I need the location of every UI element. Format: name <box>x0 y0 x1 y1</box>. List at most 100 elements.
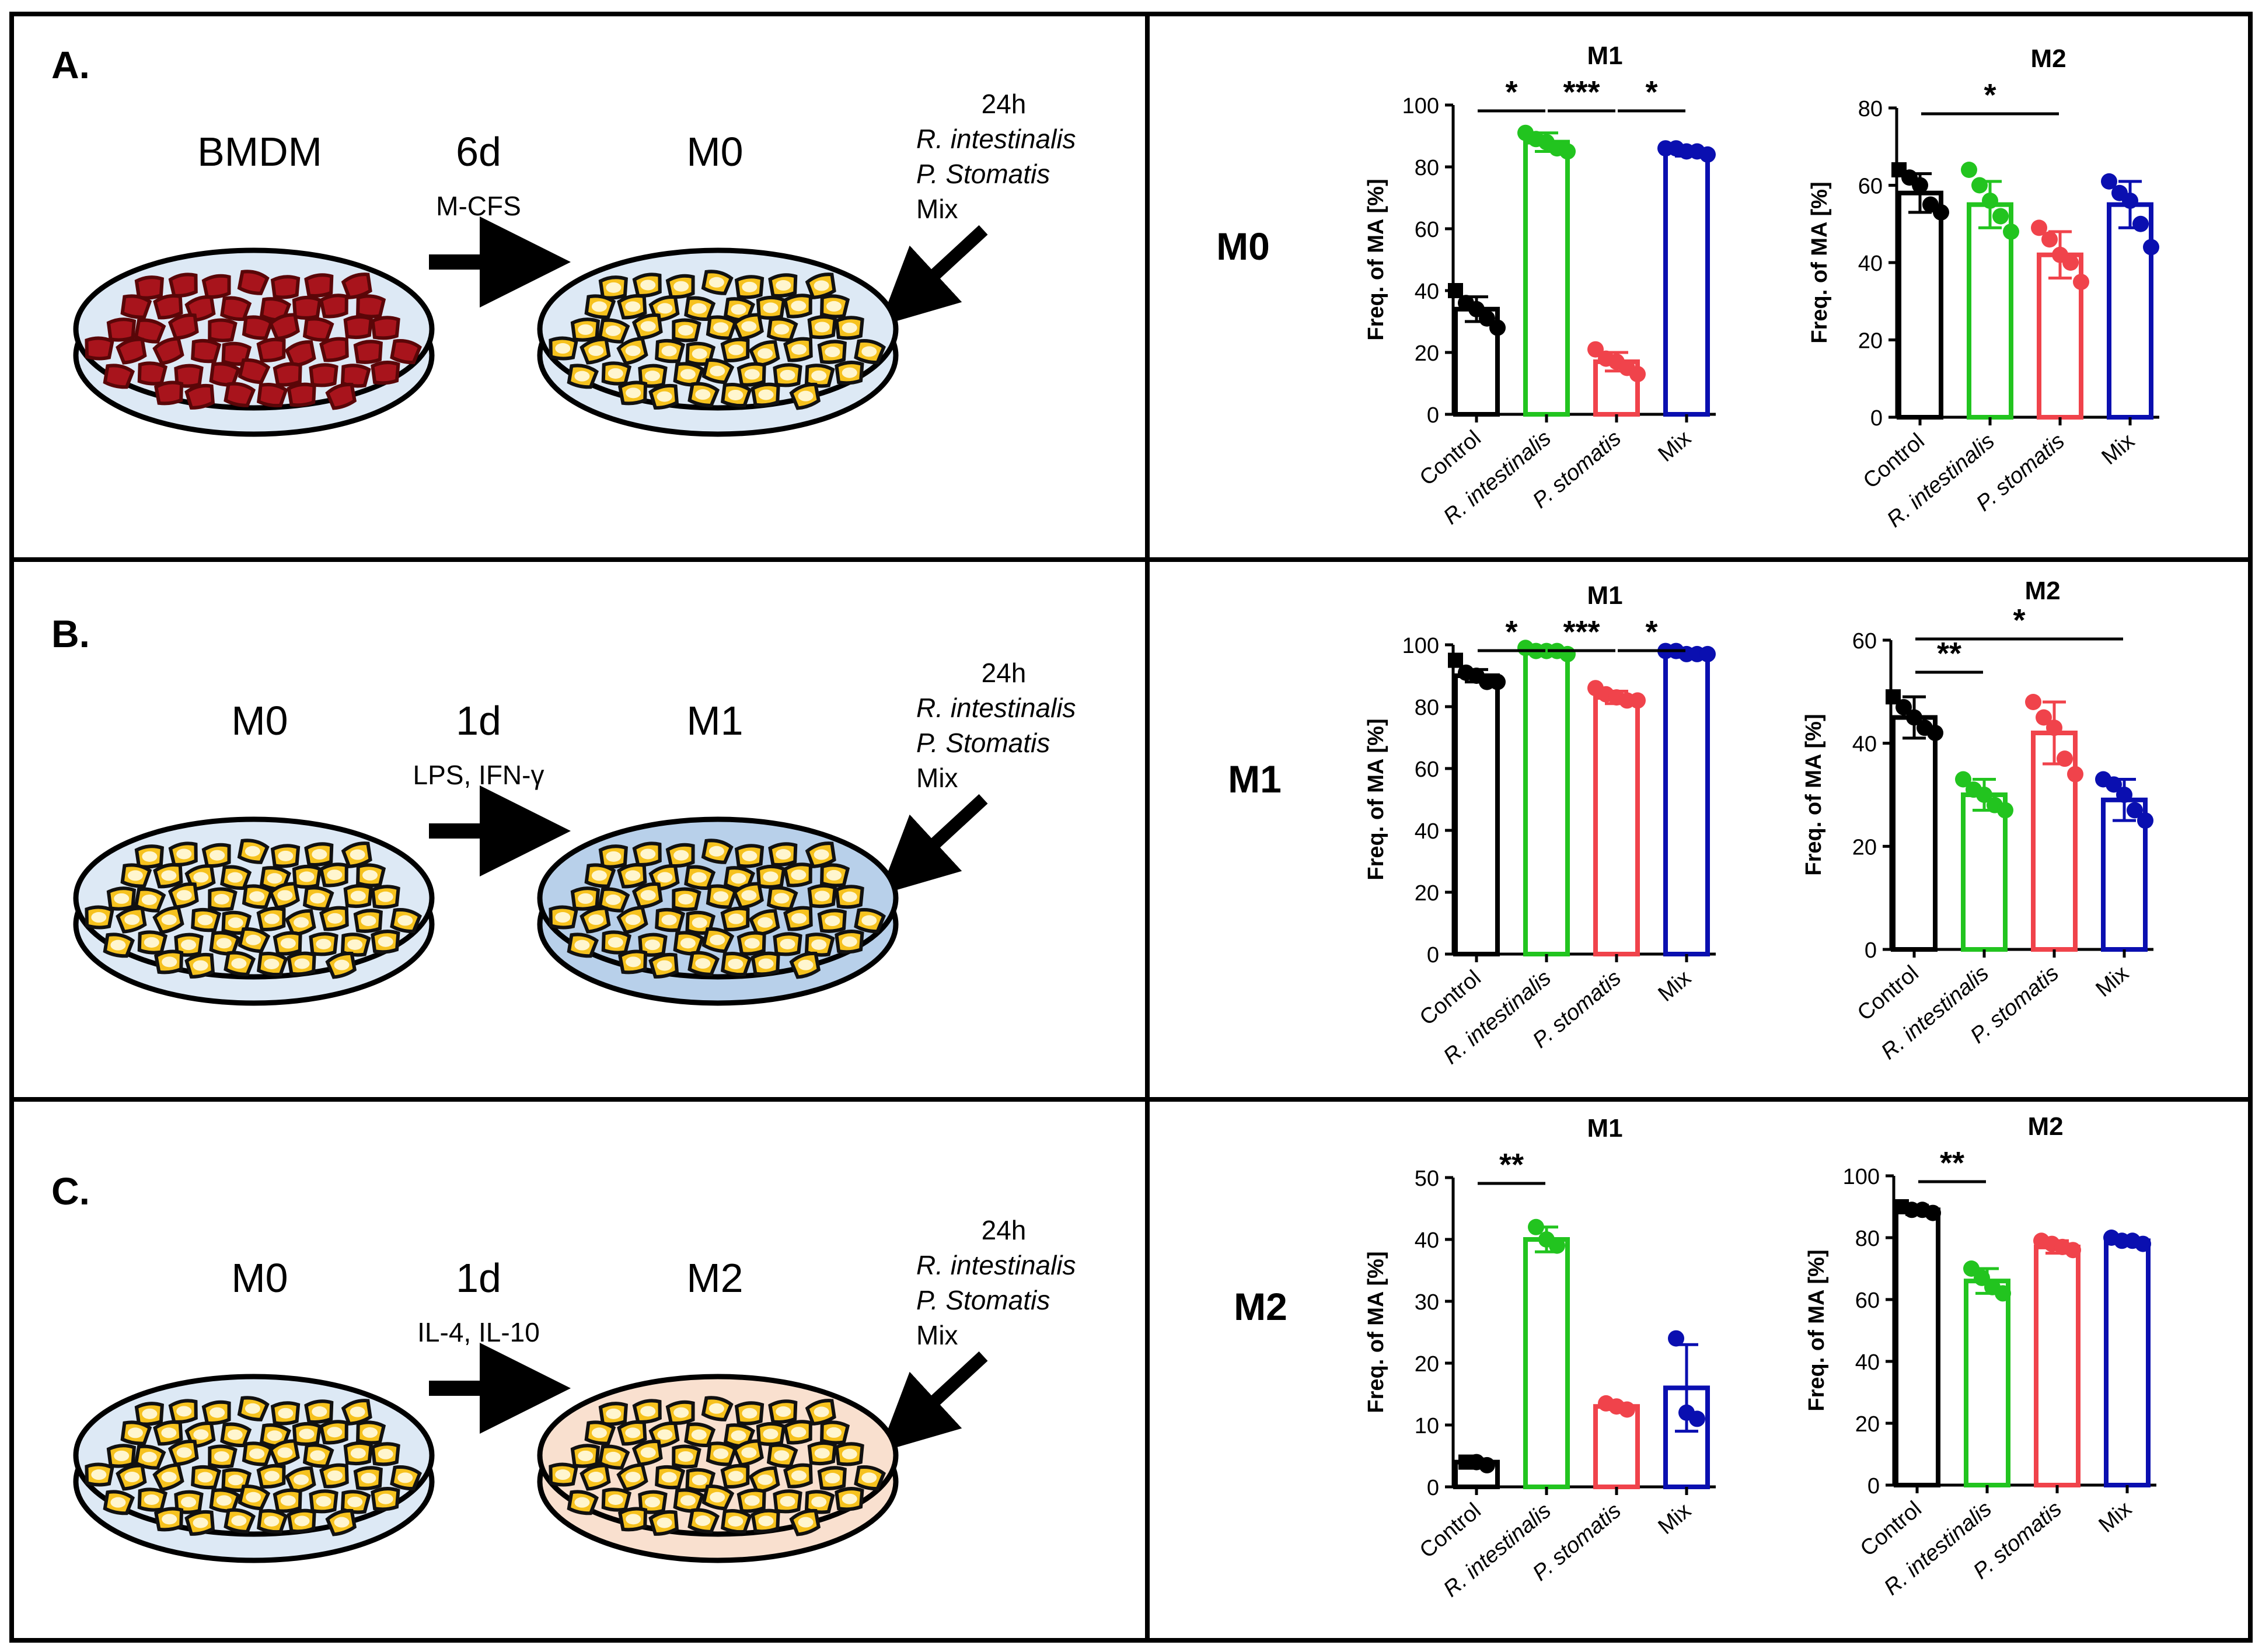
cell-nucleus <box>312 1406 327 1417</box>
chart-title: M1 <box>1587 1114 1622 1143</box>
cell-nucleus <box>267 873 282 884</box>
cell-nucleus <box>588 1472 604 1483</box>
treatment-mix: Mix <box>916 194 958 224</box>
cell-nucleus <box>691 303 707 314</box>
cell-nucleus <box>744 369 760 380</box>
cell <box>319 337 349 362</box>
cell-nucleus <box>678 1451 693 1462</box>
cell-nucleus <box>193 872 209 883</box>
cell-nucleus <box>312 849 327 860</box>
cell-nucleus <box>334 959 350 970</box>
cell-nucleus <box>216 1495 232 1506</box>
cell-nucleus <box>197 1472 213 1483</box>
y-tick-label: 100 <box>1402 94 1439 118</box>
cell-nucleus <box>758 389 774 400</box>
data-point <box>1961 162 1977 178</box>
cell-nucleus <box>731 1430 746 1441</box>
x-tick-label: Mix <box>1654 426 1696 467</box>
cell-nucleus <box>588 345 604 357</box>
data-point <box>1992 208 2009 225</box>
cell-nucleus <box>657 872 673 883</box>
cell-nucleus <box>713 891 729 902</box>
cell-nucleus <box>798 1517 814 1528</box>
cell-nucleus <box>127 870 143 881</box>
treatment-mix: Mix <box>916 1320 958 1350</box>
cell-nucleus <box>591 1427 607 1438</box>
cell-nucleus <box>798 959 814 970</box>
start-dish <box>73 816 435 1006</box>
start-population-label: BMDM <box>197 129 322 174</box>
cell-nucleus <box>825 347 840 358</box>
x-tick-label: Mix <box>1654 966 1696 1007</box>
data-point <box>2127 802 2143 819</box>
data-point <box>1995 1285 2011 1302</box>
treatment-time-label: 24h <box>982 89 1027 119</box>
cell-nucleus <box>127 1427 143 1438</box>
panel-frame <box>9 12 2253 1643</box>
cell-nucleus <box>246 934 261 945</box>
cell-nucleus <box>578 893 594 904</box>
cell-nucleus <box>742 281 758 292</box>
cell-cluster <box>549 270 886 410</box>
data-point <box>1974 1269 1990 1286</box>
y-tick-label: 60 <box>1415 757 1439 782</box>
cell-nucleus <box>728 1471 743 1482</box>
bar <box>1961 792 2008 952</box>
cell-nucleus <box>673 1407 689 1418</box>
cell-nucleus <box>578 324 594 335</box>
cell-nucleus <box>347 939 363 950</box>
y-tick-label: 60 <box>1855 1288 1880 1313</box>
cell-nucleus <box>378 1448 393 1459</box>
data-point <box>1668 1330 1684 1347</box>
start-dish <box>73 1374 435 1563</box>
cell-nucleus <box>110 1497 126 1508</box>
cell-cluster <box>549 1396 886 1536</box>
cell-nucleus <box>861 915 877 926</box>
cell-nucleus <box>144 937 159 948</box>
y-tick-label: 80 <box>1855 1227 1880 1251</box>
cell <box>353 340 383 364</box>
x-tick-label: Mix <box>2092 961 2134 1002</box>
cell-nucleus <box>758 348 773 359</box>
cell-nucleus <box>605 325 621 336</box>
cell-nucleus <box>814 322 830 333</box>
cell-nucleus <box>728 913 743 924</box>
cell-nucleus <box>574 1497 590 1508</box>
scheme-panel-3: C. M0 1d IL-4, IL-10 M2 24h R. intestinalis P. … <box>51 1169 1076 1563</box>
cell <box>116 337 147 365</box>
cell-nucleus <box>299 871 315 882</box>
bar <box>2034 1244 2081 1487</box>
cell-nucleus <box>825 916 840 927</box>
cell <box>325 382 357 410</box>
cell-nucleus <box>231 1515 247 1527</box>
cell-nucleus <box>161 914 177 925</box>
data-point <box>1982 193 1998 209</box>
cell <box>167 313 199 340</box>
data-point <box>1963 1260 1980 1277</box>
cell-nucleus <box>780 369 795 380</box>
cell-nucleus <box>826 1427 842 1438</box>
cell-nucleus <box>625 1472 641 1483</box>
significance-label: *** <box>1563 75 1600 110</box>
cell-nucleus <box>744 938 760 949</box>
data-point <box>2132 215 2149 232</box>
y-tick-label: 20 <box>1415 341 1439 366</box>
cell-nucleus <box>216 938 232 949</box>
cell-nucleus <box>361 916 376 927</box>
cell-nucleus <box>776 280 791 291</box>
data-point <box>2003 223 2019 240</box>
cell <box>208 318 238 343</box>
cell-nucleus <box>657 960 672 971</box>
end-dish <box>537 247 899 437</box>
y-tick-label: 60 <box>1858 174 1883 199</box>
cell-nucleus <box>741 1447 757 1458</box>
end-dish <box>537 1374 899 1563</box>
data-point <box>1971 177 1988 194</box>
cell-nucleus <box>626 956 641 968</box>
cell-nucleus <box>661 345 677 357</box>
treatment-mix: Mix <box>916 763 958 793</box>
y-axis-label: Freq. of MA [%] <box>1364 179 1388 340</box>
treatment-arrow <box>879 1351 988 1452</box>
x-tick-label: Mix <box>2095 1497 2137 1538</box>
